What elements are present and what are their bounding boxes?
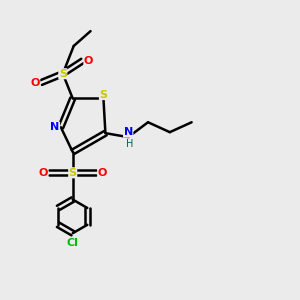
Text: N: N bbox=[124, 127, 133, 137]
Text: S: S bbox=[59, 69, 67, 79]
Text: O: O bbox=[98, 168, 107, 178]
Text: S: S bbox=[69, 168, 77, 178]
Text: S: S bbox=[99, 89, 107, 100]
Text: O: O bbox=[38, 168, 48, 178]
Text: O: O bbox=[30, 78, 40, 88]
Text: O: O bbox=[84, 56, 93, 66]
Text: H: H bbox=[127, 139, 134, 149]
Text: Cl: Cl bbox=[67, 238, 79, 248]
Text: N: N bbox=[50, 122, 59, 132]
